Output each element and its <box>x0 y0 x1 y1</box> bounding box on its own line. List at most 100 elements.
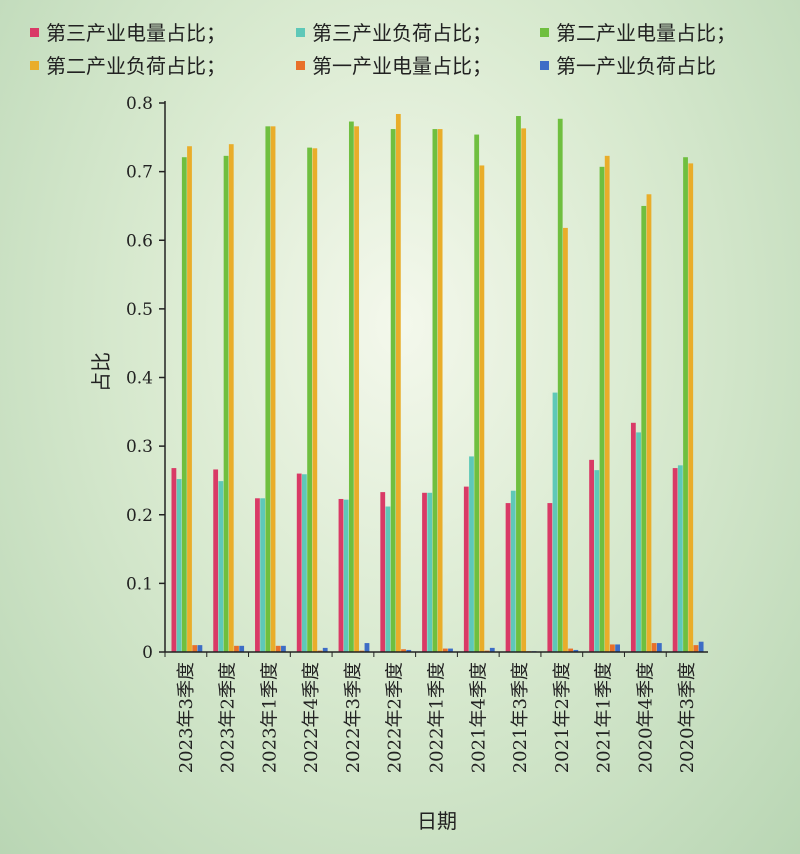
bar <box>343 499 349 652</box>
axes <box>164 101 708 653</box>
y-tick-label: 0.1 <box>126 574 153 594</box>
bar <box>594 470 600 652</box>
bar <box>563 227 568 652</box>
bar <box>390 129 396 652</box>
bar <box>672 468 678 652</box>
bar <box>521 128 527 653</box>
bar <box>437 129 443 652</box>
legend-label: 第一产业电量占比； <box>312 54 492 78</box>
bar <box>651 643 657 652</box>
bar <box>693 645 699 652</box>
bar <box>641 205 647 652</box>
legend: 第三产业电量占比； 第三产业负荷占比； 第二产业电量占比； 第二产业负荷占比； 第一产业… <box>30 21 736 78</box>
bar <box>302 474 307 652</box>
x-tick-label: 2022年4季度 <box>301 662 322 773</box>
bar <box>589 459 594 652</box>
x-tick-label: 2023年1季度 <box>259 662 280 773</box>
bar <box>422 492 427 652</box>
x-tick-label: 2022年3季度 <box>343 662 364 773</box>
bar <box>427 492 433 652</box>
legend-label: 第二产业负荷占比； <box>46 54 226 78</box>
legend-swatch <box>540 61 549 70</box>
bar <box>348 121 354 652</box>
y-tick-label: 0.5 <box>126 300 153 320</box>
bars <box>171 113 704 653</box>
bar <box>636 432 641 652</box>
bar <box>510 490 516 652</box>
bar <box>171 468 177 652</box>
bar <box>187 146 192 652</box>
bar <box>615 644 620 652</box>
bar <box>505 503 511 652</box>
bar <box>218 481 224 652</box>
bar <box>197 645 203 652</box>
y-tick-label: 0.8 <box>126 94 153 114</box>
x-tick-label: 2023年2季度 <box>218 662 239 773</box>
bar <box>296 473 302 652</box>
bar <box>630 422 636 652</box>
legend-swatch <box>296 28 305 37</box>
bar <box>552 392 558 652</box>
bar <box>474 134 480 652</box>
bar <box>354 126 359 652</box>
bar <box>213 469 219 652</box>
legend-label: 第二产业电量占比； <box>556 21 736 45</box>
bar <box>448 648 453 652</box>
bar <box>364 643 370 652</box>
y-tick-label: 0.7 <box>126 163 153 183</box>
bar <box>479 165 485 653</box>
bar <box>239 645 245 652</box>
bar <box>270 126 276 652</box>
bar <box>223 155 229 652</box>
bar <box>688 163 694 652</box>
legend-label: 第三产业负荷占比； <box>312 21 492 45</box>
bar <box>573 649 579 652</box>
x-tick-label: 2022年1季度 <box>427 662 448 773</box>
x-tick-label: 2020年3季度 <box>677 662 698 773</box>
y-tick-label: 0.6 <box>126 231 153 251</box>
x-tick-label: 2021年1季度 <box>594 662 615 773</box>
bar <box>265 126 271 652</box>
legend-swatch <box>30 28 39 37</box>
legend-swatch <box>30 61 39 70</box>
bar <box>338 498 344 652</box>
bar <box>442 648 448 652</box>
bar <box>516 116 521 652</box>
y-axis-title: 占比 <box>89 352 113 392</box>
bar <box>656 643 662 652</box>
legend-label: 第一产业负荷占比 <box>556 54 716 78</box>
bar <box>312 148 318 653</box>
bar <box>489 647 495 652</box>
x-tick-label: 2023年3季度 <box>176 662 197 773</box>
y-ticks: 0 0.1 0.2 0.3 0.4 0.5 0.6 0.7 0.8 <box>126 94 165 663</box>
bar <box>281 645 286 652</box>
bar <box>322 647 328 652</box>
bar <box>604 155 610 652</box>
legend-label: 第三产业电量占比； <box>46 21 226 45</box>
bar <box>463 486 469 652</box>
x-tick-label: 2020年4季度 <box>635 662 656 773</box>
bar <box>176 479 182 652</box>
bar <box>557 118 563 652</box>
y-tick-label: 0 <box>142 643 153 663</box>
bar <box>469 456 474 652</box>
bar <box>228 144 234 653</box>
bar <box>406 649 412 652</box>
bar <box>698 641 704 652</box>
x-tick-label: 2021年4季度 <box>468 662 489 773</box>
legend-swatch <box>540 28 549 37</box>
bar <box>275 645 281 652</box>
bar <box>547 503 553 652</box>
bar <box>677 465 683 652</box>
bar <box>568 648 574 652</box>
bar <box>395 113 401 653</box>
x-tick-label: 2021年2季度 <box>552 662 573 773</box>
bar <box>260 498 266 652</box>
bar <box>609 644 615 652</box>
bar <box>255 498 260 652</box>
bar <box>646 194 652 653</box>
bar <box>599 166 605 653</box>
bar <box>307 147 313 652</box>
bar <box>181 157 187 652</box>
